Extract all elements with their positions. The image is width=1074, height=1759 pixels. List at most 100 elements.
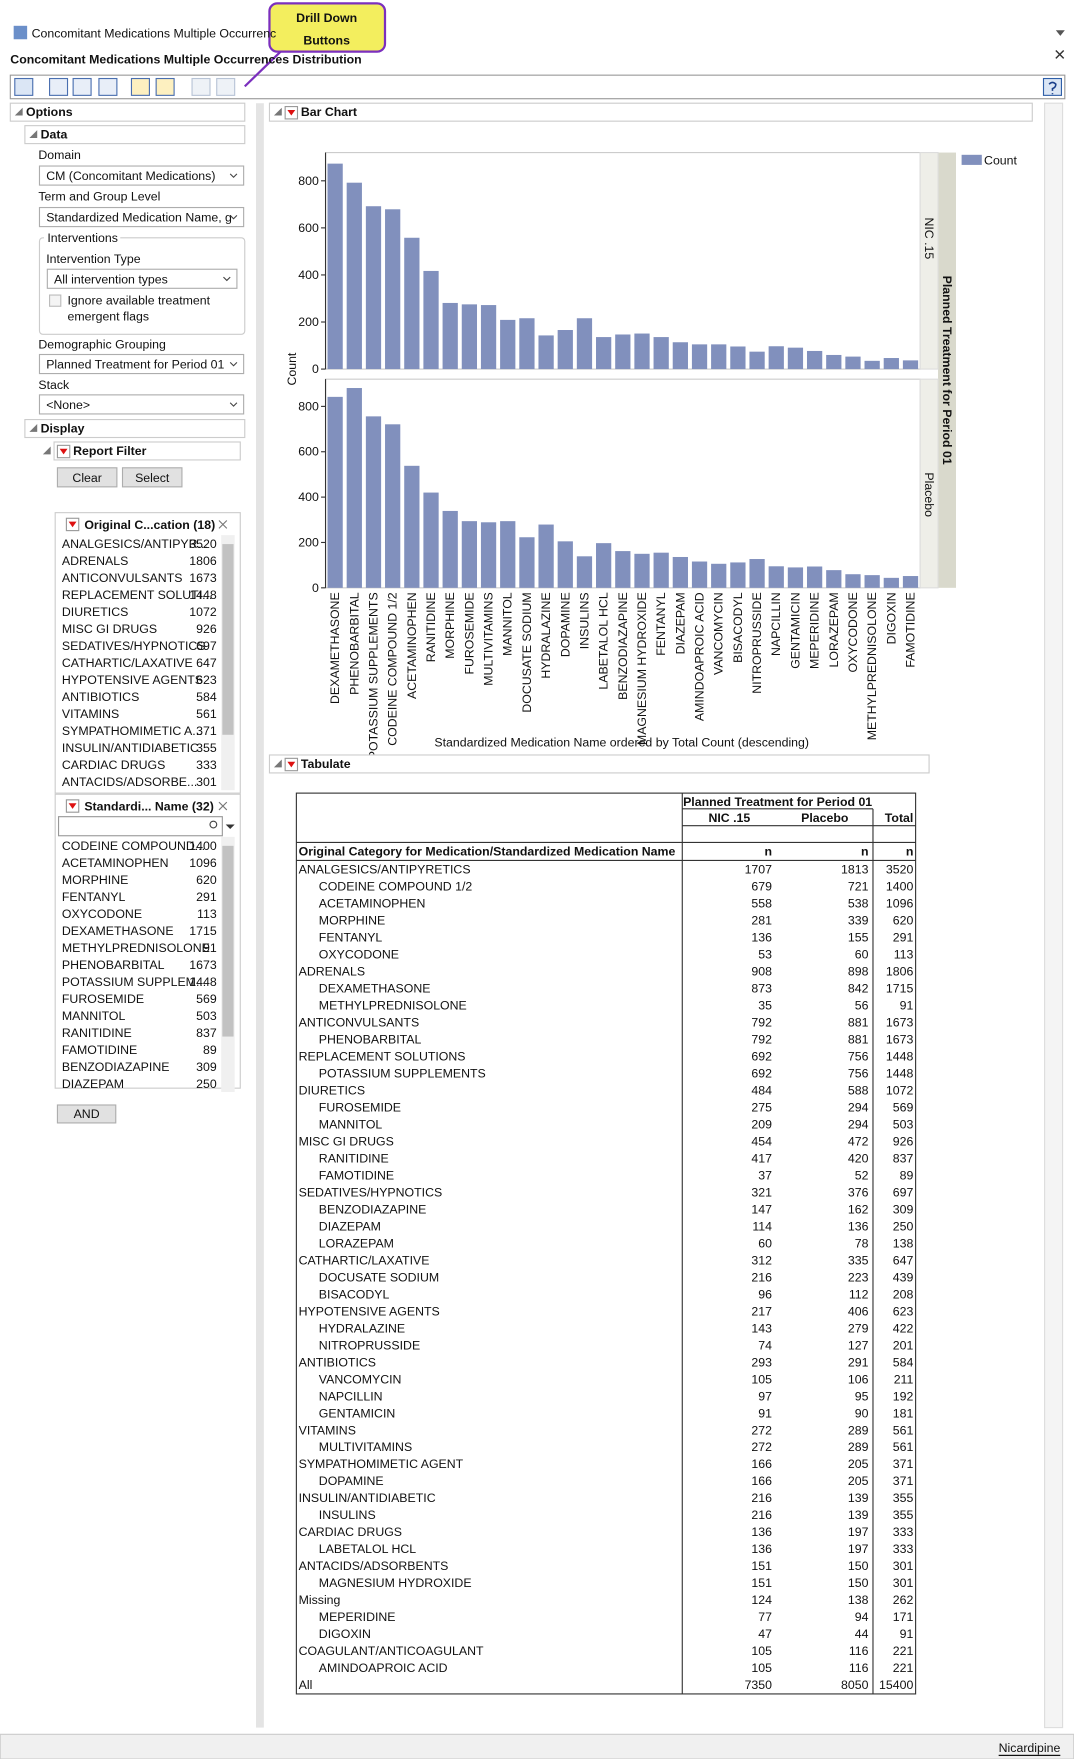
button[interactable] — [56, 1104, 117, 1124]
window-menu[interactable] — [1055, 30, 1065, 36]
bar[interactable] — [461, 304, 478, 370]
toolbar-button[interactable] — [130, 77, 150, 96]
list-scroll-thumb[interactable] — [222, 544, 234, 735]
bar[interactable] — [711, 344, 727, 370]
bar[interactable] — [902, 360, 919, 370]
filter-item[interactable]: FENTANYL — [62, 890, 126, 904]
filter-item[interactable]: DEXAMETHASONE — [62, 924, 174, 938]
filter-item[interactable]: BENZODIAZAPINE — [62, 1060, 170, 1074]
checkbox[interactable] — [49, 294, 62, 307]
filter-item[interactable]: REPLACEMENT SOLUTI... — [62, 588, 212, 602]
bar[interactable] — [557, 541, 573, 588]
bar[interactable] — [883, 577, 899, 588]
scrollbar[interactable] — [1044, 102, 1064, 1729]
bar[interactable] — [749, 559, 765, 588]
bar[interactable] — [768, 346, 784, 370]
bar[interactable] — [634, 333, 650, 370]
filter-item[interactable]: ACETAMINOPHEN — [62, 856, 169, 870]
filter-item[interactable]: PHENOBARBITAL — [62, 958, 165, 972]
filter-item[interactable]: FAMOTIDINE — [62, 1043, 137, 1057]
filter-item[interactable]: CATHARTIC/LAXATIVE — [62, 656, 193, 670]
filter-remove[interactable] — [218, 520, 228, 529]
filter-item[interactable]: ANALGESICS/ANTIPYR... — [62, 537, 208, 551]
filter-item[interactable]: ANTACIDS/ADSORBE... — [62, 775, 197, 789]
bar[interactable] — [615, 334, 631, 370]
bar[interactable] — [806, 350, 823, 370]
bar[interactable] — [826, 354, 842, 370]
bar[interactable] — [500, 521, 516, 588]
bar[interactable] — [365, 206, 382, 370]
bar[interactable] — [845, 574, 861, 588]
bar[interactable] — [365, 416, 382, 588]
bar[interactable] — [385, 209, 401, 370]
bar[interactable] — [672, 556, 688, 588]
filter-remove[interactable] — [218, 801, 228, 811]
bar[interactable] — [596, 543, 612, 588]
bar[interactable] — [519, 318, 535, 370]
filter-item[interactable]: CODEINE COMPOUND... — [62, 839, 205, 853]
help-button[interactable] — [1042, 77, 1063, 96]
disclosure-icon[interactable] — [29, 424, 38, 432]
filter-item[interactable]: CARDIAC DRUGS — [62, 758, 165, 772]
toolbar-button[interactable] — [14, 77, 34, 96]
bar[interactable] — [576, 318, 593, 370]
dropdown[interactable] — [38, 206, 245, 228]
disclosure-icon[interactable] — [42, 446, 51, 455]
search-options[interactable] — [225, 824, 235, 830]
bar[interactable] — [461, 521, 478, 588]
button[interactable] — [56, 467, 118, 488]
filter-item[interactable]: ANTIBIOTICS — [62, 690, 139, 704]
filter-item[interactable]: HYPOTENSIVE AGENTS — [62, 673, 203, 687]
bar[interactable] — [480, 522, 497, 588]
bar[interactable] — [385, 424, 401, 588]
bar[interactable] — [653, 552, 669, 588]
bar[interactable] — [442, 510, 458, 588]
bar[interactable] — [327, 396, 343, 588]
toolbar-button[interactable] — [155, 77, 175, 96]
filter-item[interactable]: ADRENALS — [62, 554, 128, 568]
disclosure-icon[interactable] — [273, 107, 282, 116]
filter-item[interactable]: METHYLPREDNISOLONE — [62, 941, 210, 955]
bar[interactable] — [864, 575, 880, 588]
filter-item[interactable]: RANITIDINE — [62, 1026, 132, 1040]
bar[interactable] — [902, 576, 919, 588]
bar[interactable] — [404, 465, 420, 588]
filter-item[interactable]: SEDATIVES/HYPNOTICS — [62, 639, 206, 653]
bar[interactable] — [730, 562, 746, 588]
toolbar-button[interactable] — [72, 77, 92, 96]
filter-item[interactable]: INSULIN/ANTIDIABETIC — [62, 741, 199, 755]
status-link[interactable]: Nicardipine — [999, 1741, 1061, 1755]
toolbar-button[interactable] — [98, 77, 118, 96]
splitter[interactable] — [255, 103, 264, 1728]
bar[interactable] — [806, 566, 823, 588]
bar[interactable] — [768, 566, 784, 588]
drill-down-button[interactable] — [216, 77, 236, 96]
bar[interactable] — [327, 163, 343, 370]
filter-item[interactable]: VITAMINS — [62, 707, 119, 721]
bar[interactable] — [423, 492, 439, 588]
bar[interactable] — [346, 182, 362, 370]
filter-item[interactable]: DIAZEPAM — [62, 1077, 124, 1091]
bar[interactable] — [826, 570, 842, 588]
bar[interactable] — [691, 344, 708, 370]
bar[interactable] — [615, 551, 631, 588]
bar[interactable] — [596, 337, 612, 370]
bar[interactable] — [519, 537, 535, 588]
dropdown[interactable] — [38, 165, 245, 186]
filter-item[interactable]: FUROSEMIDE — [62, 992, 144, 1006]
search-box[interactable] — [57, 816, 223, 837]
dropdown[interactable] — [38, 394, 245, 415]
bar[interactable] — [711, 563, 727, 588]
disclosure-icon[interactable] — [273, 759, 282, 768]
bar[interactable] — [845, 356, 861, 370]
bar[interactable] — [672, 342, 688, 370]
filter-item[interactable]: MORPHINE — [62, 873, 128, 887]
bar[interactable] — [442, 302, 458, 370]
button[interactable] — [121, 467, 183, 488]
bar[interactable] — [691, 561, 708, 588]
filter-item[interactable]: DIURETICS — [62, 605, 128, 619]
dropdown[interactable] — [38, 353, 245, 375]
filter-item[interactable]: ANTICONVULSANTS — [62, 571, 183, 585]
bar[interactable] — [480, 305, 497, 370]
bar[interactable] — [864, 360, 880, 370]
